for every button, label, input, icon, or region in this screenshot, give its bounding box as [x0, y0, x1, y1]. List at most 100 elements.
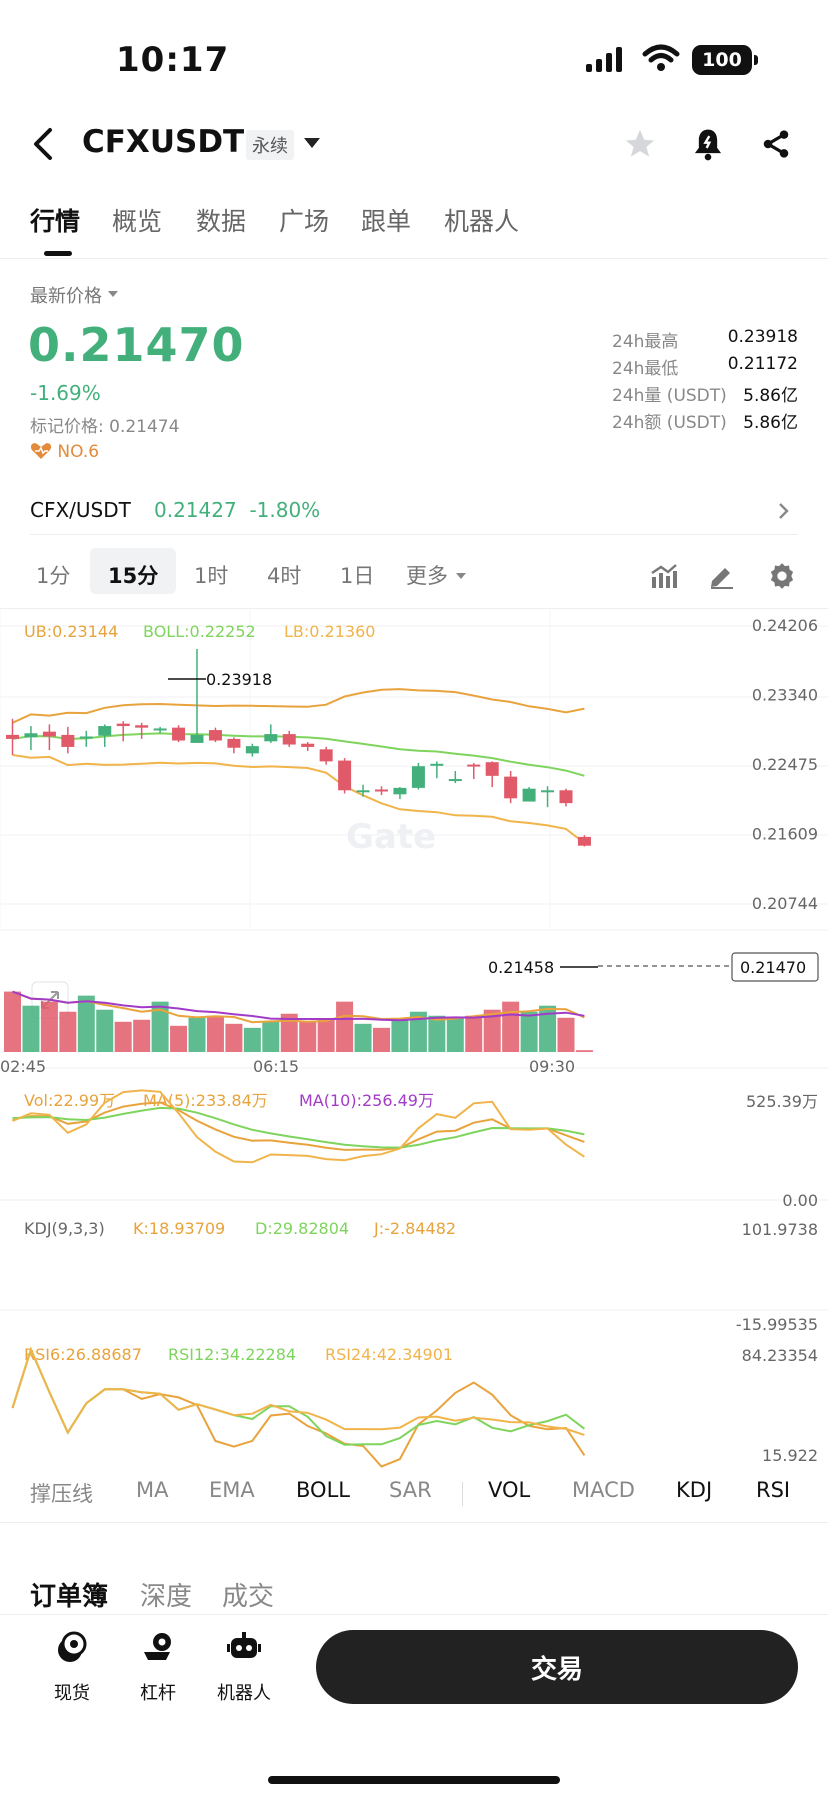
timeframe-1m[interactable]: 1分: [36, 564, 71, 588]
boll-lb-legend: LB:0.21360: [284, 622, 375, 641]
kdj-k-legend: K:18.93709: [133, 1219, 225, 1238]
vol-ma10-line: [12, 990, 585, 1022]
symbol-dropdown-icon[interactable]: [304, 138, 320, 148]
spot-coin-icon: [58, 1631, 87, 1662]
rsi12-legend: RSI12:34.22284: [168, 1345, 296, 1364]
volume-bar: [206, 1015, 224, 1052]
spot-pair-price[interactable]: 0.21427 -1.80%: [154, 498, 320, 522]
home-indicator: [268, 1776, 560, 1784]
rsi-min-tick: 15.922: [762, 1446, 818, 1465]
tab-trades[interactable]: 成交: [222, 1582, 275, 1612]
volume-bar: [317, 1019, 335, 1052]
price-alert-bell-icon[interactable]: [688, 124, 728, 164]
volume-bar: [77, 995, 95, 1052]
kline-chart[interactable]: UB:0.23144 BOLL:0.22252 LB:0.21360 0.242…: [0, 608, 828, 1470]
tab-data[interactable]: 数据: [196, 207, 247, 236]
favorite-star-icon[interactable]: [620, 124, 660, 164]
indicator-rsi[interactable]: RSI: [756, 1478, 791, 1502]
active-tab-indicator: [44, 251, 72, 256]
tab-square[interactable]: 广场: [279, 207, 330, 236]
timeframe-divider: [0, 608, 828, 609]
volume-bar: [539, 1005, 557, 1052]
hot-heart-icon: [30, 443, 52, 459]
price-axis: 0.24206 0.23340 0.22475 0.21609 0.20744: [752, 616, 818, 913]
last-price-box: [731, 952, 819, 982]
indicator-sar[interactable]: SAR: [389, 1478, 432, 1502]
price-tick: 0.21609: [752, 825, 818, 844]
bottom-bar-divider: [0, 1614, 828, 1615]
share-icon[interactable]: [756, 124, 796, 164]
rank-badge[interactable]: NO.6: [30, 442, 99, 462]
tab-overview[interactable]: 概览: [112, 207, 163, 236]
mark-price: 标记价格: 0.21474: [30, 417, 180, 437]
kdj-k-line: [12, 1101, 585, 1151]
volume-bar: [446, 1017, 464, 1052]
indicator-chart-icon[interactable]: [644, 556, 684, 596]
timeframe-1h[interactable]: 1时: [194, 564, 229, 588]
timeframe-4h[interactable]: 4时: [267, 564, 302, 588]
vol-ma5-legend: MA(5):233.84万: [143, 1091, 268, 1110]
candle-body: [245, 746, 259, 754]
tabs-divider: [0, 258, 828, 259]
indicator-ema[interactable]: EMA: [209, 1478, 255, 1502]
volume-bar: [225, 1023, 243, 1052]
indicator-ma[interactable]: MA: [136, 1478, 169, 1502]
spot-pair-name[interactable]: CFX/USDT: [30, 498, 131, 522]
status-time: 10:17: [116, 40, 230, 80]
kdj-j-line: [12, 1089, 585, 1164]
volume-bar: [114, 1021, 132, 1052]
vol-ma10-legend: MA(10):256.49万: [299, 1091, 434, 1110]
rank-text: NO.6: [57, 442, 100, 462]
chart-grid: [0, 608, 828, 1311]
bot-nav-button[interactable]: 机器人: [204, 1630, 284, 1705]
volume-bar: [520, 1011, 538, 1052]
candle-body: [319, 749, 333, 762]
tab-order-book[interactable]: 订单簿: [30, 1582, 109, 1612]
symbol-title[interactable]: CFXUSDT: [82, 124, 245, 160]
trade-button[interactable]: 交易: [316, 1630, 798, 1704]
chevron-right-icon[interactable]: [778, 502, 790, 520]
candle-body: [116, 723, 130, 727]
margin-nav-button[interactable]: 杠杆: [118, 1630, 198, 1705]
stat-turnover-label: 24h额 (USDT): [612, 413, 727, 433]
chart-settings-gear-icon[interactable]: [762, 556, 802, 596]
indicator-boll[interactable]: BOLL: [296, 1478, 350, 1502]
timeframe-15m[interactable]: 15分: [108, 564, 159, 588]
volume-bar: [483, 1009, 501, 1052]
tab-bots[interactable]: 机器人: [444, 207, 520, 236]
candle-body: [153, 728, 167, 731]
volume-bar: [262, 1021, 280, 1052]
indicator-separator: [462, 1482, 463, 1506]
back-arrow-icon[interactable]: [28, 124, 58, 164]
tab-market[interactable]: 行情: [30, 207, 81, 236]
spot-nav-button[interactable]: 现货: [32, 1630, 112, 1705]
candle-body: [79, 736, 93, 739]
indicator-support-resistance[interactable]: 撑压线: [30, 1482, 93, 1506]
candle-body: [282, 734, 296, 745]
kdj-d-line: [12, 1106, 585, 1149]
vol-max-tick: 525.39万: [746, 1092, 818, 1111]
volume-bars: [4, 991, 593, 1052]
margin-nav-label: 杠杆: [140, 1683, 176, 1704]
tab-copy-trading[interactable]: 跟单: [361, 207, 412, 236]
last-price-axis-label: 0.21470: [740, 958, 806, 977]
volume-bar: [151, 1001, 169, 1052]
timeframe-1d[interactable]: 1日: [340, 564, 375, 588]
indicator-macd[interactable]: MACD: [572, 1478, 635, 1502]
bot-nav-label: 机器人: [217, 1683, 271, 1704]
latest-price-label[interactable]: 最新价格: [30, 282, 118, 308]
indicator-kdj[interactable]: KDJ: [676, 1478, 713, 1502]
tab-depth[interactable]: 深度: [140, 1582, 193, 1612]
leverage-icon: [144, 1633, 171, 1660]
price-change-pct: -1.69%: [30, 381, 101, 405]
volume-bar: [557, 1017, 575, 1052]
timeframe-more[interactable]: 更多: [406, 560, 467, 590]
main-tabs: 行情 概览 数据 广场 跟单 机器人: [0, 202, 828, 258]
candle-body: [504, 776, 518, 799]
candle-body: [172, 727, 186, 741]
stat-low-value: 0.21172: [727, 354, 798, 374]
battery-icon: 100: [692, 45, 758, 75]
drawing-pen-icon[interactable]: [702, 556, 742, 596]
vol-zero-tick: 0.00: [782, 1191, 818, 1210]
indicator-vol[interactable]: VOL: [488, 1478, 531, 1502]
